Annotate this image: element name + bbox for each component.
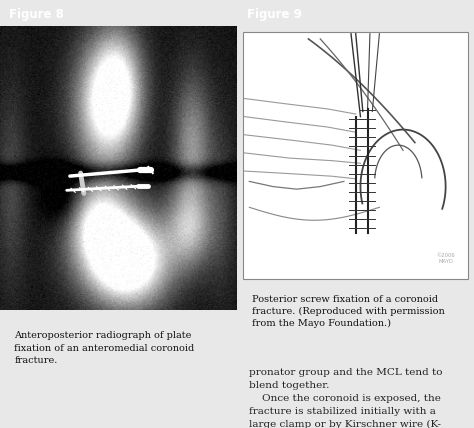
Text: pronator group and the MCL tend to
blend together.
    Once the coronoid is expo: pronator group and the MCL tend to blend… (249, 368, 443, 428)
Text: Figure 9: Figure 9 (247, 8, 302, 21)
Text: ©2006
MAYO: ©2006 MAYO (436, 253, 455, 264)
Text: Anteroposterior radiograph of plate
fixation of an anteromedial coronoid
fractur: Anteroposterior radiograph of plate fixa… (14, 331, 194, 365)
Text: Figure 8: Figure 8 (9, 8, 64, 21)
Text: Posterior screw fixation of a coronoid
fracture. (Reproduced with permission
fro: Posterior screw fixation of a coronoid f… (252, 294, 445, 328)
FancyBboxPatch shape (243, 33, 468, 279)
